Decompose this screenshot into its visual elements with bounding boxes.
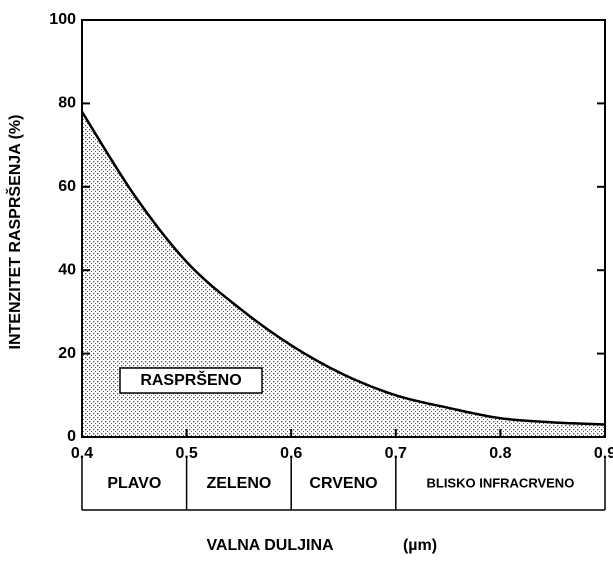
y-axis-label: INTENZITET RASPRŠENJA (%) xyxy=(5,115,24,350)
annotation-box xyxy=(119,367,263,394)
y-tick-label: 0 xyxy=(67,428,76,445)
line xyxy=(80,111,606,426)
x-tick-label: 0.5 xyxy=(175,445,197,462)
y-tick-label: 20 xyxy=(58,345,76,362)
plot-frame xyxy=(81,19,606,438)
x-tick-label: 0.6 xyxy=(280,445,302,462)
x-tick-label: 0.7 xyxy=(385,445,407,462)
y-tick-label: 40 xyxy=(58,261,76,278)
x-tick-label: 0.8 xyxy=(489,445,511,462)
band-label: PLAVO xyxy=(107,475,161,492)
y-tick-label: 60 xyxy=(58,178,76,195)
band-label: BLISKO INFRACRVENO xyxy=(426,475,574,490)
x-tick-label: 0.9 xyxy=(594,445,613,462)
area xyxy=(82,111,605,438)
x-axis-unit: (µm) xyxy=(403,537,437,554)
x-tick-label: 0.4 xyxy=(71,445,93,462)
y-tick-label: 100 xyxy=(49,11,76,28)
annotation: RASPRŠENO xyxy=(140,370,241,389)
band-label: ZELENO xyxy=(206,475,271,492)
band-label: CRVENO xyxy=(309,475,377,492)
y-tick-label: 80 xyxy=(58,95,76,112)
x-axis-label: VALNA DULJINA xyxy=(206,537,334,554)
